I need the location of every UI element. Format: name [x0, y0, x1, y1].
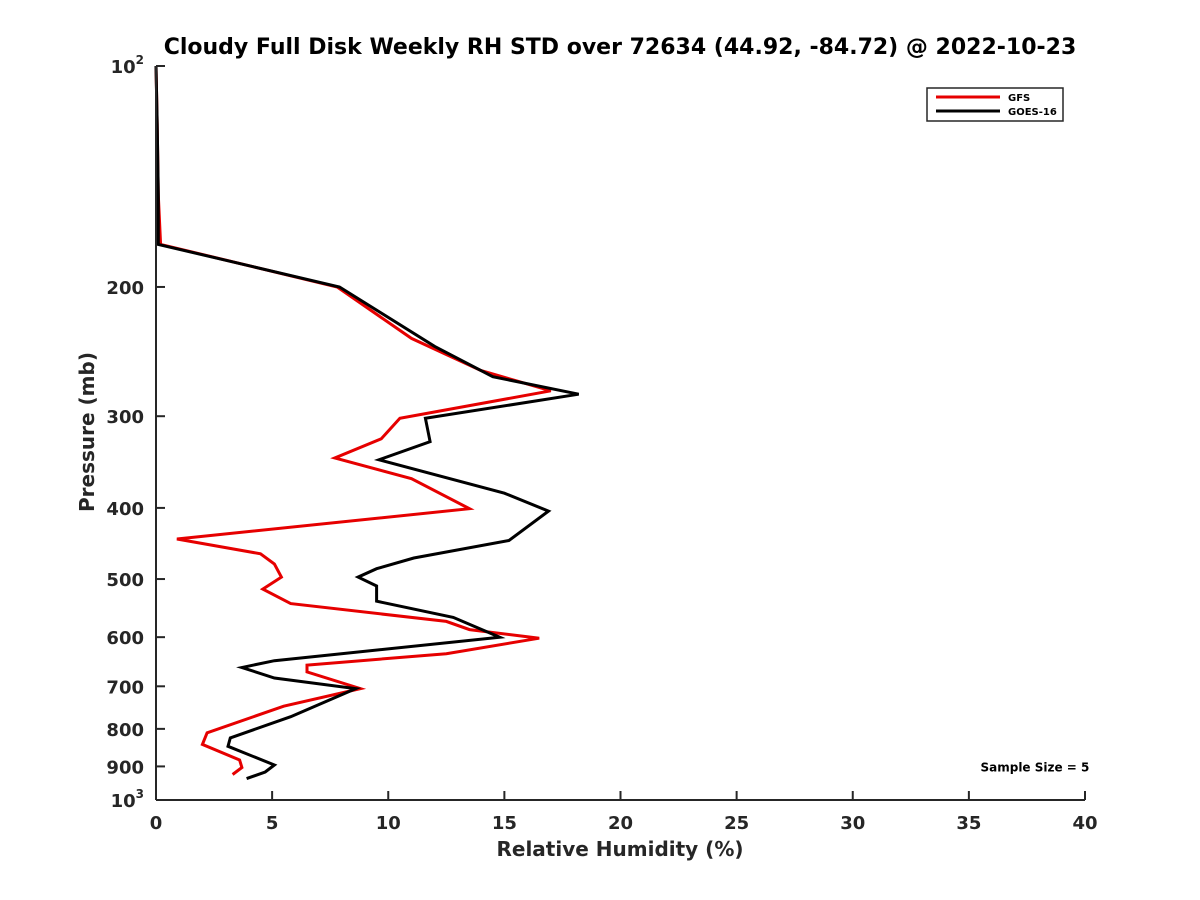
sample-size-annotation: Sample Size = 5 — [980, 760, 1089, 774]
y-tick-label: 103 — [111, 787, 144, 812]
y-tick-label: 200 — [106, 278, 144, 299]
legend: GFS GOES-16 — [926, 87, 1064, 122]
x-tick-label: 0 — [150, 813, 163, 834]
legend-box — [926, 87, 1064, 122]
x-tick-label: 40 — [1072, 813, 1097, 834]
x-tick-label: 20 — [608, 813, 633, 834]
y-tick-label: 102 — [111, 53, 144, 78]
y-tick-label: 500 — [106, 570, 144, 591]
y-ticks-group: 102 200 300 400 500 600 700 800 900 103 — [106, 53, 165, 812]
x-tick-label: 30 — [840, 813, 865, 834]
x-tick-label: 25 — [724, 813, 749, 834]
x-tick-label: 15 — [492, 813, 517, 834]
x-tick-label: 5 — [266, 813, 279, 834]
legend-label-goes16: GOES-16 — [1008, 107, 1057, 118]
x-tick-label: 35 — [956, 813, 981, 834]
y-tick-label: 800 — [106, 720, 144, 741]
x-tick-label: 10 — [376, 813, 401, 834]
x-ticks-group: 0 5 10 15 20 25 30 35 40 — [150, 791, 1098, 834]
series-line-goes16 — [154, 65, 579, 781]
legend-label-gfs: GFS — [1008, 93, 1030, 104]
y-tick-label: 700 — [106, 677, 144, 698]
y-tick-label: 600 — [106, 628, 144, 649]
y-tick-label: 300 — [106, 407, 144, 428]
plot-series-group — [154, 65, 579, 781]
y-tick-label: 900 — [106, 757, 144, 778]
y-tick-label: 400 — [106, 499, 144, 520]
chart-title: Cloudy Full Disk Weekly RH STD over 7263… — [164, 35, 1077, 60]
y-axis-label: Pressure (mb) — [75, 352, 99, 512]
series-line-gfs — [154, 65, 552, 776]
x-axis-label: Relative Humidity (%) — [496, 837, 743, 861]
